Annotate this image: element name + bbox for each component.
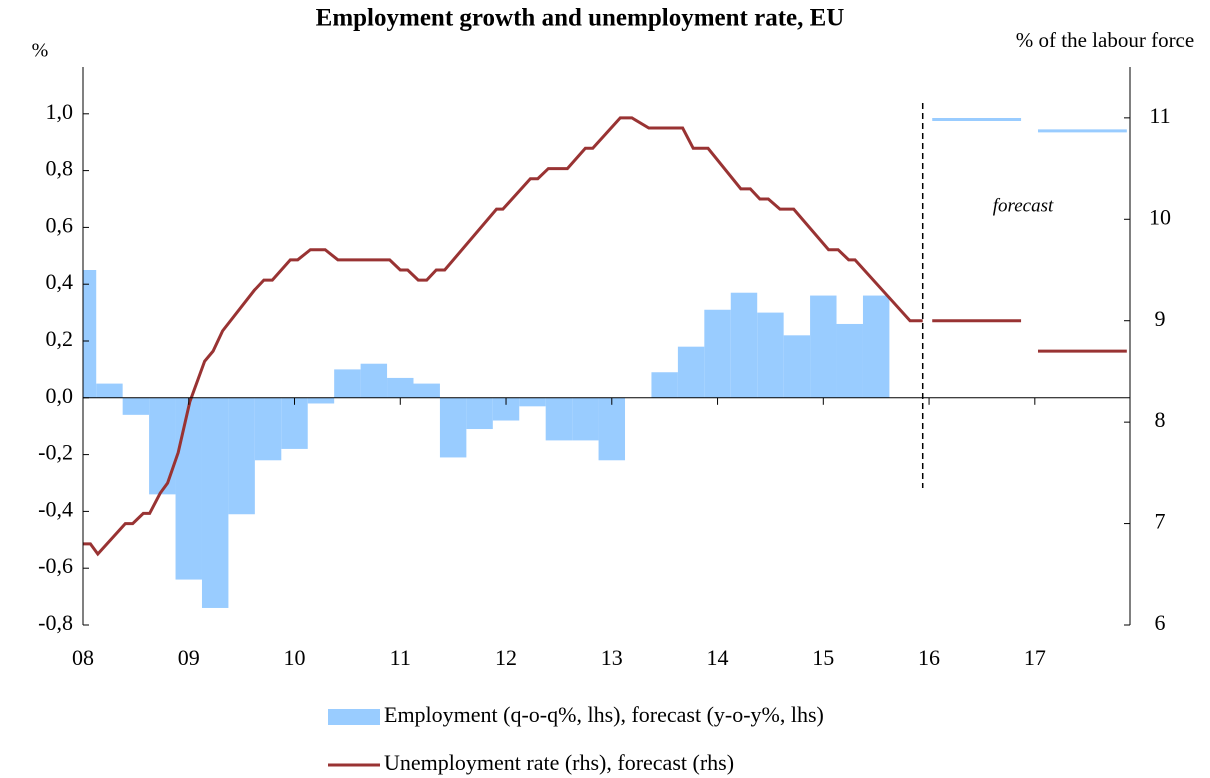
bar [492,397,520,421]
bar [149,397,176,495]
x-tick-label: 15 [812,645,834,670]
y-tick-label: -0,6 [38,553,73,578]
bar [783,335,811,398]
bar [651,372,678,398]
x-tick-label: 17 [1024,645,1046,670]
y-tick-label: -0,8 [38,610,73,635]
bar [228,397,255,515]
y-axis-label: % [32,40,49,62]
bar [757,312,784,398]
bar [83,270,97,398]
legend-label: Unemployment rate (rhs), forecast (rhs) [384,750,734,775]
y2-tick-label: 7 [1155,509,1166,534]
bar [96,383,123,398]
bar [810,295,837,398]
chart-title: Employment growth and unemployment rate,… [316,5,845,32]
line [83,116,923,557]
x-tick-label: 11 [390,645,411,670]
bar [730,292,758,398]
x-tick-label: 14 [707,645,729,670]
bar [836,323,863,398]
y-tick-label: 0,2 [46,326,74,351]
bar [201,397,229,608]
y2-axis-label: % of the labour force [1016,28,1194,52]
bar [598,397,626,461]
y-tick-label: 0,6 [46,212,74,237]
y-tick-label: -0,2 [38,440,73,465]
bar [862,295,890,398]
bar [254,397,282,461]
bar [677,346,705,398]
bar [466,397,493,430]
bar [439,397,467,458]
bar [413,383,440,398]
y-tick-label: 1,0 [46,99,74,124]
bar [334,369,361,398]
legend-swatch [328,709,380,725]
y-tick-label: 0,8 [46,156,74,181]
bar [572,397,599,441]
bar [122,397,150,415]
y2-tick-label: 11 [1149,103,1170,128]
x-tick-label: 10 [284,645,306,670]
bar [519,397,546,407]
bar [360,363,388,398]
bar [175,397,202,580]
x-tick-label: 12 [495,645,517,670]
x-tick-label: 13 [601,645,623,670]
y2-tick-label: 10 [1149,204,1171,229]
y2-tick-label: 9 [1155,306,1166,331]
x-tick-label: 09 [178,645,200,670]
x-tick-label: 08 [72,645,94,670]
y2-tick-label: 6 [1155,610,1166,635]
y-tick-label: -0,4 [38,496,73,521]
bar [281,397,308,449]
y-tick-label: 0,0 [46,383,74,408]
y2-tick-label: 8 [1155,407,1166,432]
bar [704,309,731,398]
forecast-annotation: forecast [993,195,1054,216]
bar [387,377,414,398]
bar [545,397,573,441]
x-tick-label: 16 [918,645,940,670]
y-tick-label: 0,4 [46,269,74,294]
legend-label: Employment (q-o-q%, lhs), forecast (y-o-… [384,702,824,727]
bar [307,397,335,404]
